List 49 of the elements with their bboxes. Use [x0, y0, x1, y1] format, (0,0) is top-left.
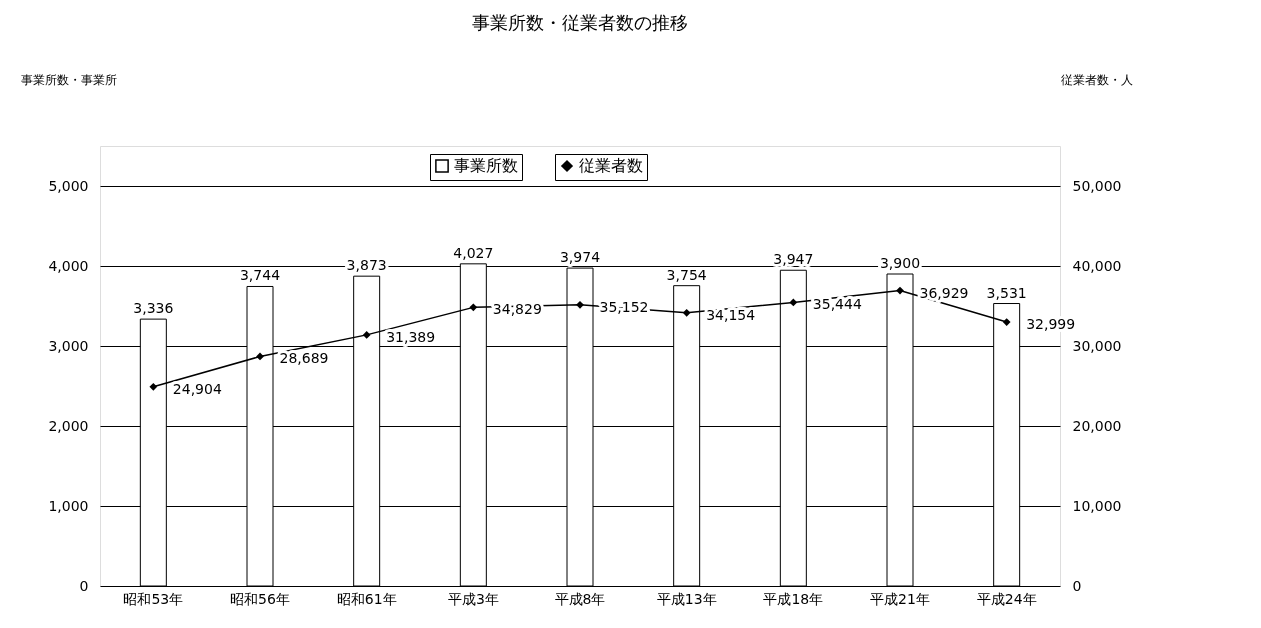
- y-axis-title: 事業所数・事業所: [20, 72, 117, 87]
- x-tick-label: 平成24年: [976, 590, 1037, 607]
- data-label: 32,999: [1026, 316, 1076, 333]
- y2-tick-label: 10,000: [1072, 497, 1122, 514]
- data-label: 3,947: [773, 251, 814, 268]
- y-tick-label: 1,000: [48, 497, 89, 514]
- data-label: 24,904: [172, 380, 222, 397]
- legend-label: 事業所数: [454, 156, 518, 175]
- point: [896, 286, 904, 295]
- point: [1002, 318, 1011, 326]
- chart-title: 事業所数・従業者数の推移: [472, 12, 688, 33]
- point: [469, 303, 478, 312]
- point: [789, 298, 798, 307]
- x-tick-label: 平成21年: [870, 590, 930, 607]
- point: [362, 331, 371, 339]
- data-label: 3,754: [666, 266, 707, 283]
- data-label: 3,336: [133, 300, 174, 317]
- y2-tick-label: 0: [1072, 577, 1082, 594]
- legend-label: 従業者数: [579, 156, 643, 175]
- point: [576, 300, 584, 309]
- x-tick-label: 昭和53年: [123, 590, 184, 607]
- data-label: 35,444: [812, 296, 862, 313]
- data-label: 4,027: [453, 244, 494, 261]
- x-tick-label: 平成18年: [763, 590, 824, 607]
- point: [682, 308, 691, 317]
- data-label: 36,929: [919, 284, 969, 301]
- point: [149, 382, 158, 391]
- data-label: 31,389: [386, 328, 436, 345]
- point: [256, 352, 264, 361]
- data-label: 34,154: [706, 306, 756, 323]
- x-tick-label: 昭和56年: [230, 590, 290, 607]
- data-label: 28,689: [279, 350, 329, 367]
- y2-tick-label: 20,000: [1072, 417, 1122, 434]
- data-label: 3,974: [559, 249, 601, 266]
- y2-tick-label: 40,000: [1072, 257, 1122, 274]
- y-tick-label: 2,000: [48, 417, 89, 434]
- y2-tick-label: 30,000: [1072, 337, 1122, 354]
- x-tick-label: 平成8年: [554, 590, 606, 607]
- data-label: 3,531: [986, 284, 1027, 301]
- x-tick-label: 平成13年: [656, 590, 717, 607]
- y2-tick-label: 50,000: [1072, 177, 1122, 194]
- y-tick-label: 3,000: [48, 337, 89, 354]
- y2-axis-title: 従業者数・人: [1060, 72, 1133, 87]
- y-tick-label: 0: [79, 577, 89, 594]
- y-tick-label: 5,000: [48, 177, 89, 194]
- x-tick-label: 平成3年: [447, 590, 499, 607]
- data-label: 3,744: [239, 267, 281, 284]
- x-tick-label: 昭和61年: [336, 590, 397, 607]
- y-tick-label: 4,000: [48, 257, 89, 274]
